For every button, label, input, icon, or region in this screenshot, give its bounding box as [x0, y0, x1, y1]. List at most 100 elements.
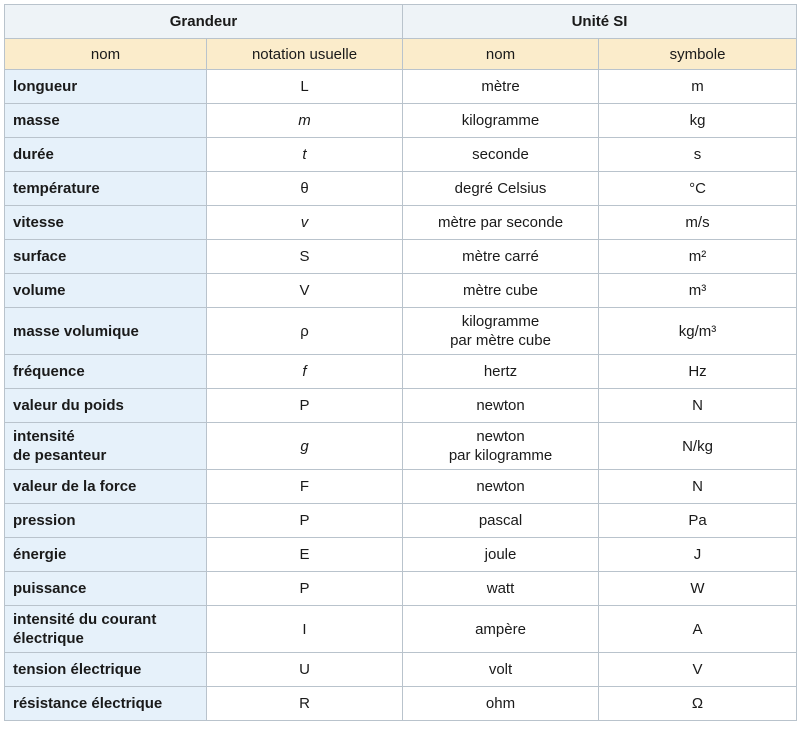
quantity-notation: P — [205, 503, 404, 538]
unit-name: kilogramme — [402, 103, 600, 138]
quantity-name: intensité de pesanteur — [4, 422, 207, 470]
unit-symbol: V — [598, 652, 798, 687]
quantity-notation: R — [205, 686, 404, 721]
unit-name: mètre carré — [402, 239, 600, 274]
quantity-name: puissance — [4, 571, 207, 606]
unit-name: hertz — [402, 354, 600, 389]
unit-symbol: m² — [598, 239, 798, 274]
quantity-notation: S — [205, 239, 404, 274]
table-row: surface S mètre carré m² — [4, 239, 798, 274]
quantity-notation: I — [205, 605, 404, 653]
table-row: vitesse v mètre par seconde m/s — [4, 205, 798, 240]
quantity-notation: v — [205, 205, 404, 240]
table-row: puissance P watt W — [4, 571, 798, 606]
unit-name: newton — [402, 388, 600, 423]
unit-symbol: Pa — [598, 503, 798, 538]
unit-symbol: °C — [598, 171, 798, 206]
quantity-name: masse — [4, 103, 207, 138]
table-row: volume V mètre cube m³ — [4, 273, 798, 308]
quantity-notation: U — [205, 652, 404, 687]
quantity-notation: ρ — [205, 307, 404, 355]
unit-symbol: N — [598, 469, 798, 504]
table-row: résistance électrique R ohm Ω — [4, 686, 798, 721]
unit-name: seconde — [402, 137, 600, 172]
quantity-notation: P — [205, 388, 404, 423]
unit-name: mètre — [402, 69, 600, 104]
quantity-notation: m — [205, 103, 404, 138]
unit-symbol: N/kg — [598, 422, 798, 470]
si-units-table: Grandeur Unité SI nom notation usuelle n… — [3, 4, 798, 721]
table-row: masse volumique ρ kilogramme par mètre c… — [4, 307, 798, 355]
unit-name: joule — [402, 537, 600, 572]
quantity-notation: L — [205, 69, 404, 104]
unit-name: newton par kilogramme — [402, 422, 600, 470]
si-units-table-container: Grandeur Unité SI nom notation usuelle n… — [3, 4, 798, 721]
quantity-notation: V — [205, 273, 404, 308]
unit-symbol: s — [598, 137, 798, 172]
quantity-name: longueur — [4, 69, 207, 104]
unit-name: volt — [402, 652, 600, 687]
quantity-name: valeur du poids — [4, 388, 207, 423]
table-row: température θ degré Celsius °C — [4, 171, 798, 206]
unit-name: ohm — [402, 686, 600, 721]
table-row: fréquence f hertz Hz — [4, 354, 798, 389]
quantity-notation: E — [205, 537, 404, 572]
quantity-name: volume — [4, 273, 207, 308]
table-row: valeur du poids P newton N — [4, 388, 798, 423]
quantity-notation: θ — [205, 171, 404, 206]
unit-symbol: N — [598, 388, 798, 423]
table-row: masse m kilogramme kg — [4, 103, 798, 138]
quantity-notation: F — [205, 469, 404, 504]
quantity-notation: g — [205, 422, 404, 470]
table-row: tension électrique U volt V — [4, 652, 798, 687]
table-row: valeur de la force F newton N — [4, 469, 798, 504]
quantity-name: surface — [4, 239, 207, 274]
unit-symbol: J — [598, 537, 798, 572]
unit-name: ampère — [402, 605, 600, 653]
unit-symbol: m³ — [598, 273, 798, 308]
quantity-name: durée — [4, 137, 207, 172]
quantity-name: température — [4, 171, 207, 206]
quantity-name: masse volumique — [4, 307, 207, 355]
unit-symbol: W — [598, 571, 798, 606]
group-header-row: Grandeur Unité SI — [3, 4, 798, 39]
quantity-notation: t — [205, 137, 404, 172]
quantity-notation: P — [205, 571, 404, 606]
unit-symbol: Hz — [598, 354, 798, 389]
quantity-name: pression — [4, 503, 207, 538]
quantity-name: résistance électrique — [4, 686, 207, 721]
unit-name: watt — [402, 571, 600, 606]
table-row: énergie E joule J — [4, 537, 798, 572]
unit-name: mètre par seconde — [402, 205, 600, 240]
unit-name: kilogramme par mètre cube — [402, 307, 600, 355]
unit-symbol: A — [598, 605, 798, 653]
unit-name: mètre cube — [402, 273, 600, 308]
col-header-unit-nom: nom — [402, 38, 600, 70]
unit-symbol: m — [598, 69, 798, 104]
col-header-symbole: symbole — [598, 38, 798, 70]
unit-symbol: kg — [598, 103, 798, 138]
unit-symbol: m/s — [598, 205, 798, 240]
quantity-notation: f — [205, 354, 404, 389]
table-row: intensité du courant électrique I ampère… — [4, 605, 798, 653]
col-header-notation: notation usuelle — [205, 38, 404, 70]
table-row: intensité de pesanteur g newton par kilo… — [4, 422, 798, 470]
table-row: longueur L mètre m — [4, 69, 798, 104]
unit-name: pascal — [402, 503, 600, 538]
quantity-name: vitesse — [4, 205, 207, 240]
quantity-name: valeur de la force — [4, 469, 207, 504]
table-row: pression P pascal Pa — [4, 503, 798, 538]
col-header-nom: nom — [4, 38, 207, 70]
quantity-name: fréquence — [4, 354, 207, 389]
unit-name: newton — [402, 469, 600, 504]
grandeur-header: Grandeur — [3, 4, 404, 39]
column-header-row: nom notation usuelle nom symbole — [4, 38, 798, 70]
quantity-name: tension électrique — [4, 652, 207, 687]
unit-symbol: Ω — [598, 686, 798, 721]
quantity-name: énergie — [4, 537, 207, 572]
unit-name: degré Celsius — [402, 171, 600, 206]
table-row: durée t seconde s — [4, 137, 798, 172]
unit-symbol: kg/m³ — [598, 307, 798, 355]
unite-si-header: Unité SI — [402, 4, 798, 39]
quantity-name: intensité du courant électrique — [4, 605, 207, 653]
